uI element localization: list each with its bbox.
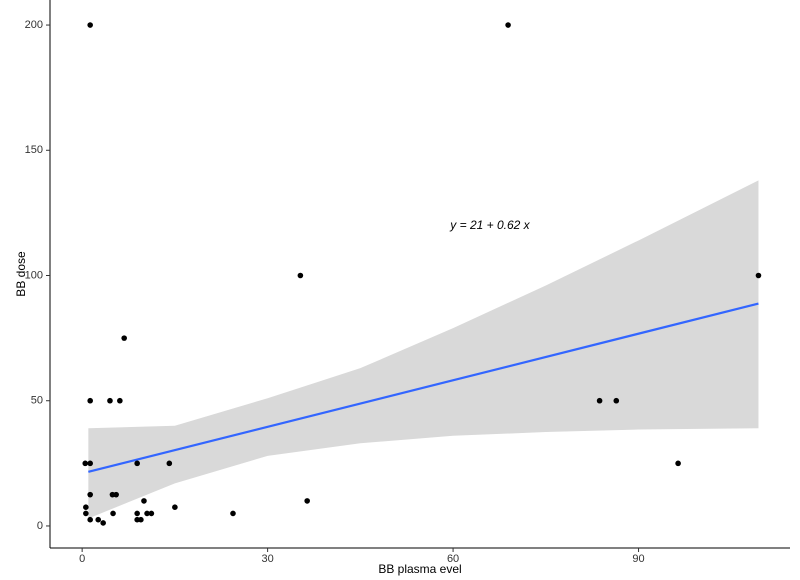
y-tick-label: 50 bbox=[31, 395, 43, 407]
point bbox=[82, 460, 89, 467]
point bbox=[107, 397, 113, 404]
point bbox=[134, 460, 140, 467]
y-tick-label: 200 bbox=[25, 19, 43, 31]
x-tick-label: 90 bbox=[632, 553, 644, 565]
point bbox=[110, 510, 116, 517]
x-tick-label: 60 bbox=[447, 553, 459, 565]
point bbox=[297, 272, 304, 279]
y-tick-label: 100 bbox=[25, 269, 43, 281]
x-tick-label: 30 bbox=[261, 553, 273, 565]
point bbox=[100, 520, 106, 526]
point bbox=[83, 510, 89, 517]
point bbox=[121, 335, 127, 341]
point bbox=[138, 516, 144, 523]
x-axis-label: BB plasma evel bbox=[378, 562, 461, 576]
point bbox=[117, 397, 123, 404]
point bbox=[148, 510, 155, 517]
point bbox=[675, 460, 681, 467]
confidence-band bbox=[88, 180, 759, 519]
point bbox=[134, 510, 140, 517]
point bbox=[613, 397, 620, 404]
x-tick-label: 0 bbox=[79, 553, 85, 565]
point bbox=[596, 397, 603, 404]
fit-line bbox=[88, 302, 759, 473]
point bbox=[755, 272, 762, 279]
point bbox=[87, 397, 93, 404]
point bbox=[87, 516, 93, 523]
point bbox=[230, 510, 236, 517]
point bbox=[304, 498, 310, 504]
point bbox=[87, 491, 93, 498]
point bbox=[87, 22, 93, 28]
point bbox=[172, 504, 178, 510]
point bbox=[87, 460, 93, 467]
point bbox=[83, 504, 89, 510]
y-axis-label: BB dose bbox=[14, 251, 28, 297]
point bbox=[141, 498, 147, 504]
equation-annotation: y = 21 + 0.62 x bbox=[449, 218, 530, 232]
y-tick-label: 0 bbox=[37, 520, 43, 532]
point bbox=[113, 491, 119, 498]
point bbox=[144, 510, 150, 517]
point bbox=[166, 460, 173, 467]
y-tick-label: 150 bbox=[25, 144, 43, 156]
point bbox=[505, 22, 511, 28]
point bbox=[95, 516, 102, 523]
